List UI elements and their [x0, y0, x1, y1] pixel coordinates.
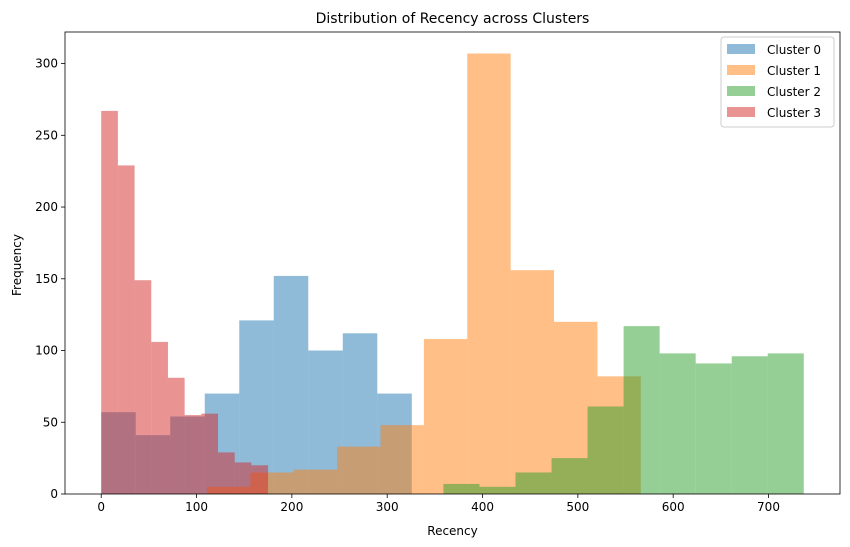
legend-label: Cluster 0 [767, 43, 821, 57]
bar [151, 341, 168, 494]
y-tick-label: 250 [35, 128, 58, 142]
y-axis-ticks: 0 50 100 150 200 250 300 [35, 57, 65, 501]
legend-swatch [727, 107, 755, 117]
x-tick-label: 100 [185, 500, 208, 514]
bar [184, 415, 202, 494]
x-tick-label: 200 [280, 500, 303, 514]
bars-group [101, 53, 804, 495]
bar [273, 275, 309, 494]
bar [551, 458, 588, 494]
bar [623, 326, 660, 494]
bar [234, 462, 252, 494]
bar [423, 339, 468, 494]
axes-group [64, 31, 841, 495]
bar [167, 377, 185, 494]
series-3-bars [101, 110, 269, 494]
bar [101, 110, 118, 494]
x-tick-label: 400 [471, 500, 494, 514]
x-axis-label: Recency [427, 524, 477, 538]
bar [117, 165, 135, 494]
bar [251, 465, 269, 494]
legend-box [720, 36, 835, 128]
y-tick-label: 0 [50, 487, 58, 501]
series-2-bars [443, 326, 804, 494]
bar [695, 363, 732, 494]
y-tick-label: 200 [35, 200, 58, 214]
bar [467, 53, 511, 495]
chart-title: Distribution of Recency across Clusters [316, 11, 590, 27]
bar [201, 413, 218, 494]
bar [479, 486, 516, 494]
y-axis-label: Frequency [10, 234, 24, 296]
bar [587, 406, 624, 494]
bar [293, 469, 338, 494]
y-tick-label: 100 [35, 344, 58, 358]
series-1-bars [207, 53, 641, 495]
y-tick-label: 300 [35, 57, 58, 71]
bar [731, 356, 768, 494]
bar [510, 270, 555, 494]
bar [443, 483, 480, 494]
bar [337, 446, 381, 494]
plot-frame [64, 31, 841, 495]
legend-swatch [727, 44, 755, 54]
y-tick-label: 50 [43, 415, 58, 429]
bar [767, 353, 804, 494]
x-tick-label: 300 [376, 500, 399, 514]
x-axis-ticks: 0 100 200 300 400 500 600 700 [97, 494, 780, 514]
legend-label: Cluster 2 [767, 85, 821, 99]
bar [134, 280, 152, 494]
bar [659, 353, 696, 494]
x-tick-label: 600 [662, 500, 685, 514]
x-tick-label: 0 [97, 500, 105, 514]
bar [218, 452, 235, 494]
x-tick-label: 700 [757, 500, 780, 514]
legend: Cluster 0 Cluster 1 Cluster 2 Cluster 3 [720, 36, 835, 128]
y-tick-label: 150 [35, 272, 58, 286]
legend-label: Cluster 3 [767, 106, 821, 120]
x-tick-label: 500 [566, 500, 589, 514]
legend-label: Cluster 1 [767, 64, 821, 78]
bar [380, 425, 424, 494]
bar [515, 472, 552, 494]
legend-swatch [727, 86, 755, 96]
legend-swatch [727, 65, 755, 75]
